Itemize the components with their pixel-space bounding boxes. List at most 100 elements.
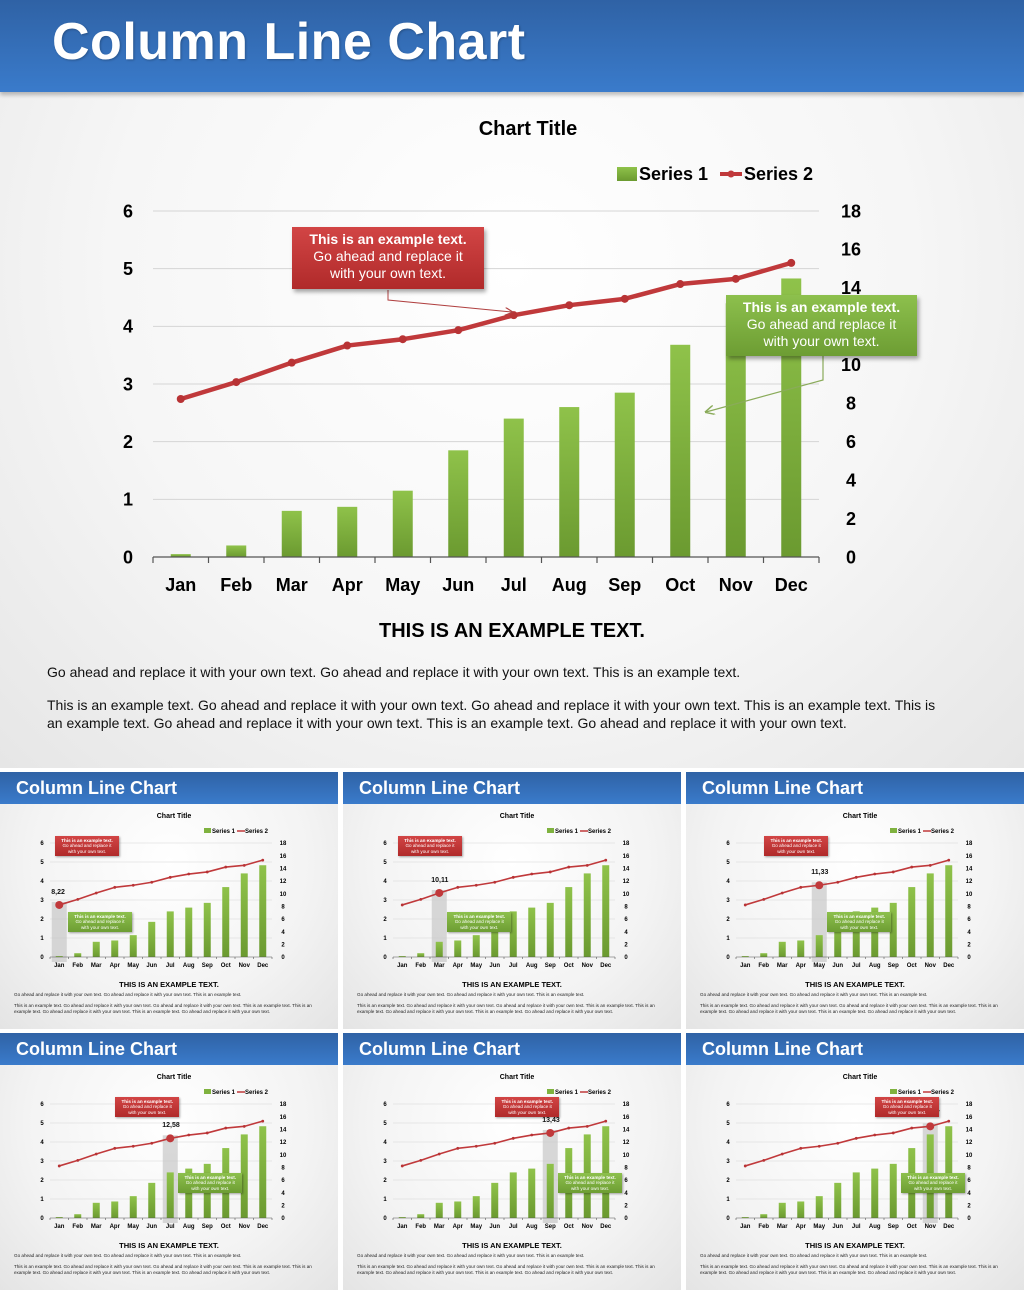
bar-may: [815, 1196, 823, 1218]
svg-text:Series 2: Series 2: [588, 829, 612, 835]
bar-sep: [889, 1163, 897, 1218]
left-axis-tick-label: 3: [40, 1159, 44, 1165]
thumbnail-title: Column Line Chart: [702, 1039, 863, 1059]
bar-dec: [602, 865, 610, 957]
x-axis-label-sep: Sep: [608, 575, 641, 595]
right-axis-tick-label: 12: [623, 879, 630, 885]
thumbnail-slide-mar[interactable]: Column Line Chart Chart Title Series 1 Seri…: [343, 772, 681, 1029]
series2-point-nov: [731, 274, 740, 283]
bar-aug: [559, 407, 580, 557]
right-axis-tick-label: 0: [281, 1216, 285, 1222]
bar-feb: [760, 953, 768, 957]
x-axis-label-feb: Feb: [415, 963, 426, 969]
x-axis-label-may: May: [813, 963, 825, 969]
bar-sep: [614, 392, 635, 557]
right-axis-tick-label: 2: [967, 1203, 971, 1209]
x-axis-label-mar: Mar: [777, 1224, 788, 1230]
x-axis-label-may: May: [813, 1224, 825, 1230]
right-axis-tick-label: 0: [281, 955, 285, 961]
x-axis-label-nov: Nov: [925, 963, 937, 969]
series2-point-jun: [454, 326, 463, 335]
bar-aug: [871, 907, 879, 957]
right-axis-tick-label: 14: [280, 866, 287, 872]
series2-polyline: [744, 1120, 950, 1167]
green-callout: This is an example text. Go ahead and re…: [726, 295, 917, 356]
series2-point-dec: [947, 858, 951, 862]
thumbnail-slide-jul[interactable]: Column Line Chart Chart Title Series 1 Seri…: [0, 1033, 338, 1290]
right-axis-tick-label: 18: [966, 1102, 973, 1108]
left-axis-tick-label: 0: [40, 955, 44, 961]
bar-jan: [55, 956, 63, 958]
series2-point-feb: [762, 897, 766, 901]
x-axis-label-jan: Jan: [165, 575, 196, 595]
thumbnail-chart-title: Chart Title: [500, 813, 535, 820]
x-axis-label-jun: Jun: [442, 575, 474, 595]
thumbnail-slide-nov[interactable]: Column Line Chart Chart Title Series 1 Seri…: [686, 1033, 1024, 1290]
right-axis-tick-label: 0: [624, 955, 628, 961]
left-axis-tick-label: 4: [383, 879, 387, 885]
right-axis-tick-label: 6: [281, 1178, 285, 1184]
highlight-column: [51, 901, 67, 962]
x-axis-label-jun: Jun: [146, 1224, 157, 1230]
series2-point-mar: [94, 891, 98, 895]
series2-point-dec: [947, 1119, 951, 1123]
right-axis-tick-label: 4: [281, 930, 285, 936]
series2-point-jan: [400, 1164, 404, 1168]
thumbnail-slide-may[interactable]: Column Line Chart Chart Title Series 1 Seri…: [686, 772, 1024, 1029]
bar-jan: [741, 956, 749, 958]
left-axis-tick-label: 5: [726, 1121, 730, 1127]
left-axis-tick-label: 3: [123, 374, 133, 394]
series2-point-dec: [604, 858, 608, 862]
right-axis-tick-label: 16: [280, 1115, 287, 1121]
bar-may: [472, 935, 480, 957]
svg-text:Series 1: Series 1: [212, 1090, 236, 1096]
right-axis-tick-label: 10: [966, 1153, 973, 1159]
thumbnail-title: Column Line Chart: [359, 1039, 520, 1059]
series2-point-jan: [400, 903, 404, 907]
x-axis-label-aug: Aug: [183, 1224, 195, 1230]
x-axis-label-dec: Dec: [600, 963, 612, 969]
x-axis-label-jul: Jul: [509, 963, 518, 969]
left-axis-tick-label: 1: [40, 1197, 44, 1203]
bar-sep: [546, 1163, 554, 1218]
right-axis-tick-label: 4: [967, 1191, 971, 1197]
thumbnail-green-callout: This is an example text. Go ahead and rep…: [68, 912, 132, 932]
series2-point-sep: [205, 1131, 209, 1135]
bar-jan: [170, 554, 191, 557]
x-axis-label-oct: Oct: [221, 1224, 231, 1230]
left-axis-tick-label: 4: [123, 317, 133, 337]
bar-nov: [725, 303, 746, 557]
left-axis-tick-label: 5: [123, 259, 133, 279]
thumbnail-body-paragraph-1: Go ahead and replace it with your own te…: [357, 992, 585, 997]
x-axis-label-mar: Mar: [91, 963, 102, 969]
series2-point-may: [817, 1144, 821, 1148]
highlight-point: [435, 888, 444, 897]
thumbnail-slide-sep[interactable]: Column Line Chart Chart Title Series 1 Seri…: [343, 1033, 681, 1290]
bar-mar: [92, 1202, 100, 1218]
x-axis-label-sep: Sep: [545, 1224, 556, 1230]
right-axis-tick-label: 12: [966, 879, 973, 885]
x-axis-label-aug: Aug: [869, 963, 881, 969]
series2-point-may: [398, 335, 407, 344]
series2-point-feb: [76, 897, 80, 901]
body-heading: THIS IS AN EXAMPLE TEXT.: [379, 620, 645, 642]
thumbnail-header: Column Line Chart: [686, 772, 1024, 804]
series2-point-apr: [799, 1146, 803, 1150]
thumbnail-chart-title: Chart Title: [843, 1074, 878, 1081]
series2-point-nov: [242, 1124, 246, 1128]
bar-mar: [435, 941, 443, 957]
right-axis-tick-label: 6: [281, 917, 285, 923]
left-axis-tick-label: 4: [383, 1140, 387, 1146]
x-axis-label-nov: Nov: [239, 1224, 251, 1230]
right-axis-tick-label: 14: [966, 866, 973, 872]
svg-text:Series 2: Series 2: [588, 1090, 612, 1096]
right-axis-tick-label: 4: [846, 470, 856, 490]
thumbnail-slide-jan[interactable]: Column Line Chart Chart Title Series 1 Seri…: [0, 772, 338, 1029]
left-axis-tick-label: 3: [726, 898, 730, 904]
green-callout-line1: This is an example text.: [742, 299, 901, 315]
bar-aug: [528, 1168, 536, 1218]
right-axis-tick-label: 6: [967, 1178, 971, 1184]
x-axis: Jan Feb Mar Apr May Jun Jul Aug Sep Oct Nov Dec: [152, 556, 820, 595]
series2-point-jun: [150, 880, 154, 884]
thumbnail-chart-title: Chart Title: [157, 1074, 192, 1081]
